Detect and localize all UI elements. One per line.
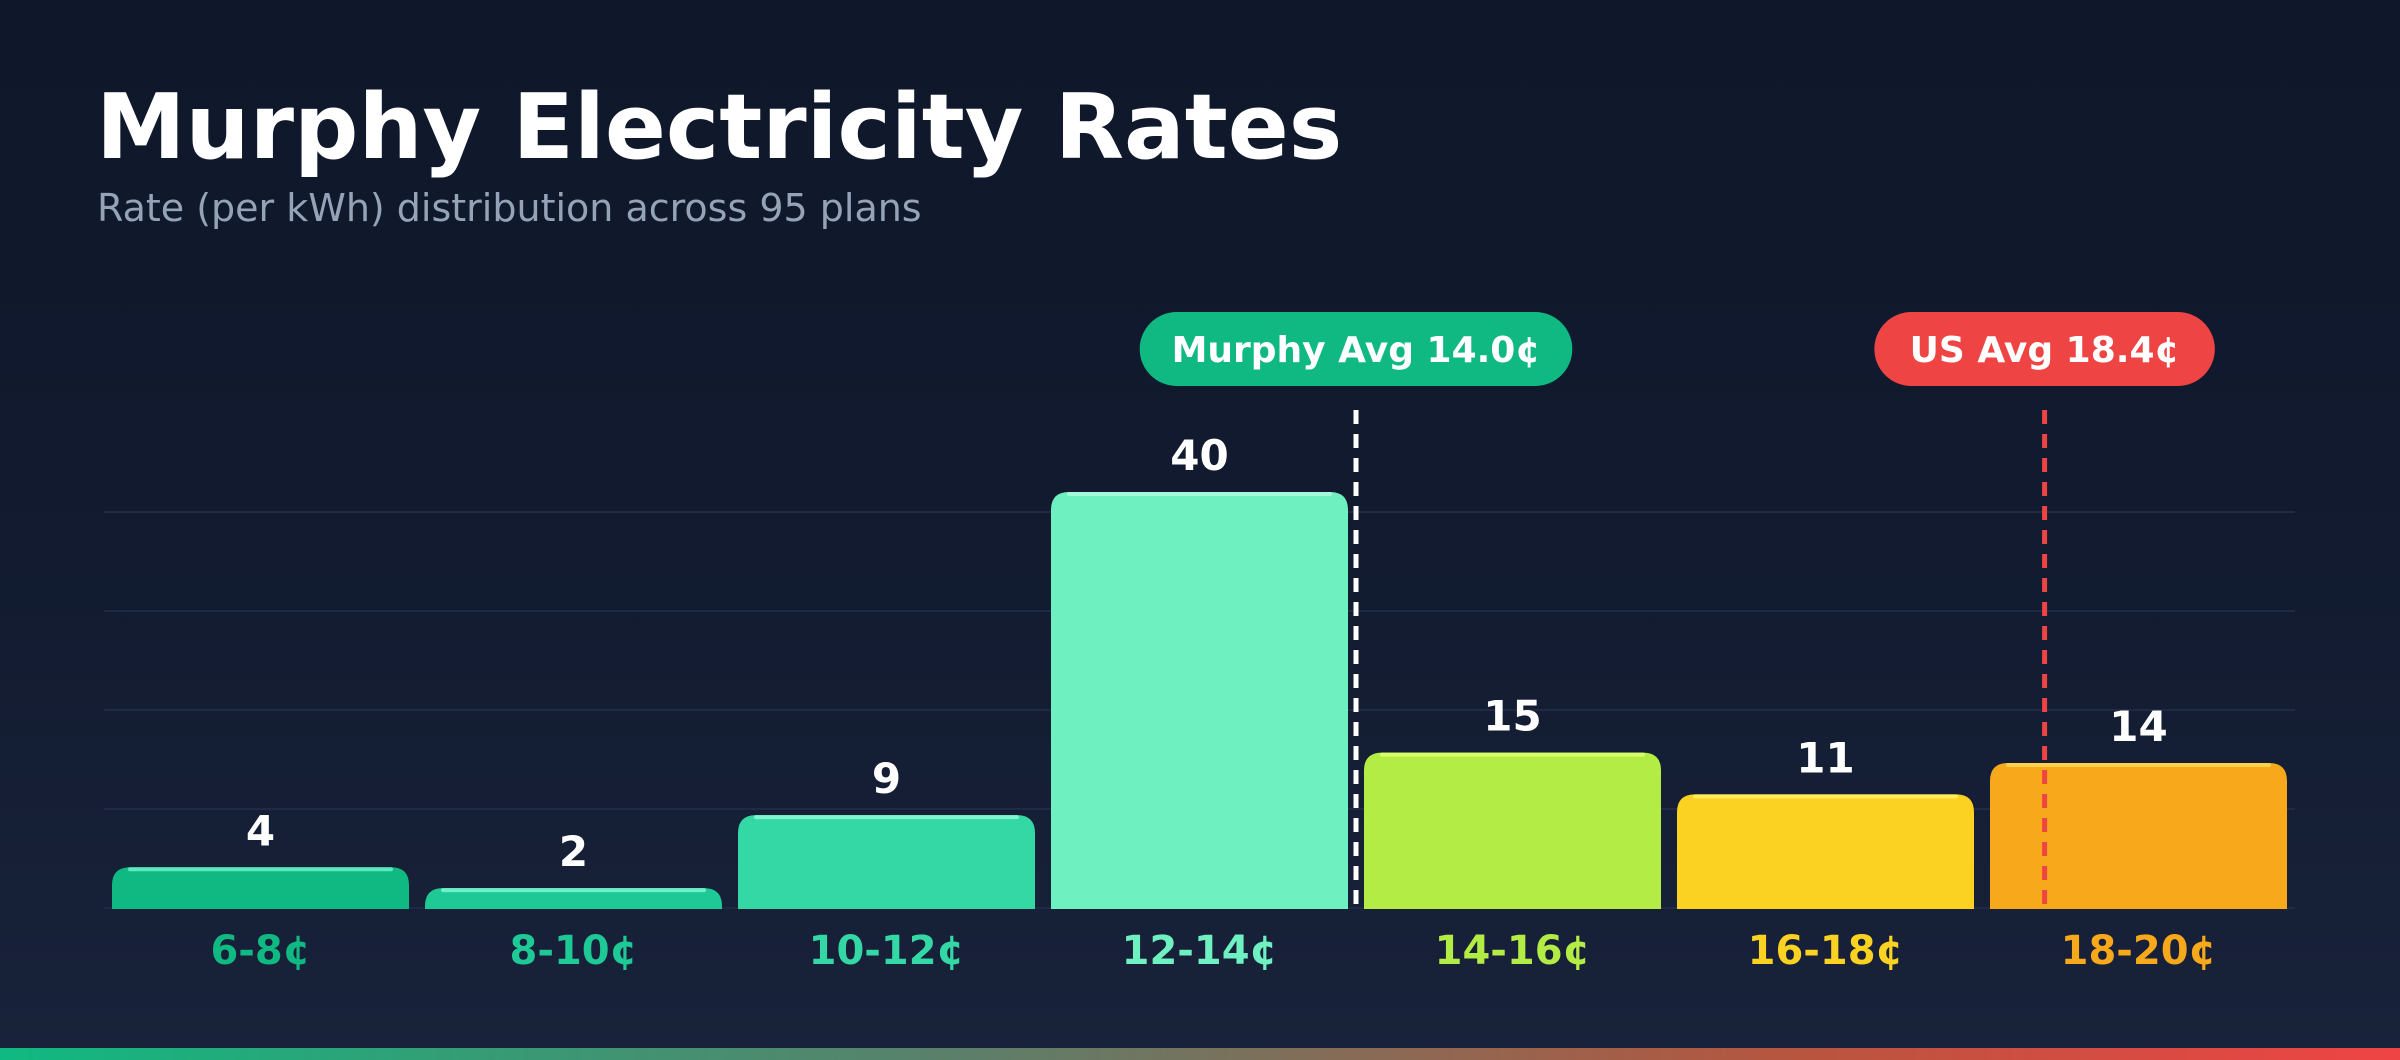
value-label: 14 [2109, 702, 2167, 751]
reference-label: Murphy Avg 14.0¢ [1172, 330, 1541, 371]
value-labels: 4 2 9 40 15 11 14 [246, 431, 2168, 876]
bar [1051, 492, 1348, 909]
value-label: 2 [559, 827, 588, 876]
bottom-gradient-strip [0, 1048, 2400, 1060]
bar [1677, 794, 1974, 909]
bar [1364, 752, 1661, 909]
value-label: 9 [872, 754, 901, 803]
reference-label: US Avg 18.4¢ [1910, 330, 2180, 371]
value-label: 40 [1170, 431, 1228, 480]
reference-badge [1139, 312, 1573, 386]
category-labels: 6-8¢ 8-10¢ 10-12¢ 12-14¢ 14-16¢ 16-18¢ 18-20¢ [210, 928, 2216, 974]
reference-badge [1874, 312, 2215, 386]
category-label: 14-16¢ [1435, 928, 1591, 974]
category-label: 10-12¢ [809, 928, 965, 974]
category-label: 16-18¢ [1748, 928, 1904, 974]
bar [112, 867, 409, 909]
value-label: 11 [1796, 733, 1854, 782]
value-label: 4 [246, 806, 275, 855]
bar [738, 815, 1035, 909]
chart-title: Murphy Electricity Rates [96, 75, 1343, 180]
category-label: 8-10¢ [510, 928, 638, 974]
category-label: 18-20¢ [2061, 928, 2217, 974]
reference-lines: Murphy Avg 14.0¢ US Avg 18.4¢ [1139, 312, 2215, 905]
bar [1990, 763, 2287, 909]
chart-subtitle: Rate (per kWh) distribution across 95 pl… [97, 186, 922, 230]
bar [425, 888, 722, 909]
value-label: 15 [1483, 692, 1541, 741]
bars [112, 492, 2287, 909]
category-label: 12-14¢ [1122, 928, 1278, 974]
category-label: 6-8¢ [210, 928, 310, 974]
